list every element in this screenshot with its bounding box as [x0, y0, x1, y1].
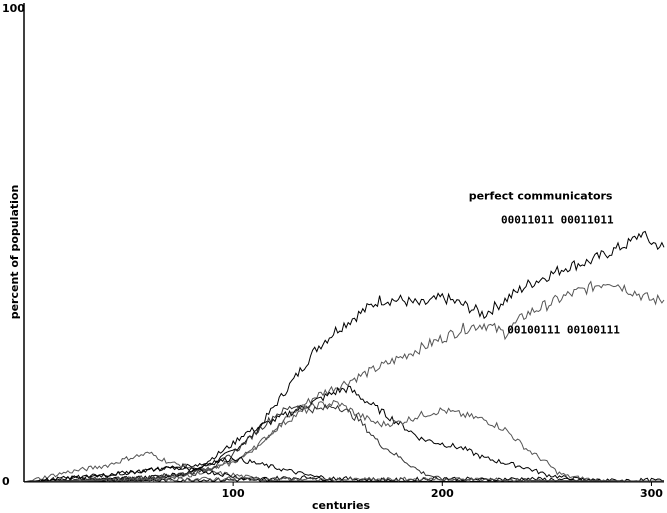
y-tick-label-0: 0	[2, 475, 10, 488]
annotation-title_note: perfect communicators	[469, 189, 613, 202]
x-tick-label-200: 200	[431, 487, 454, 500]
annotation-strategy_b: 00100111 00100111	[507, 324, 620, 337]
tick-layer: 100 200 300 0 100	[2, 2, 663, 500]
annotation-layer: perfect communicators 00011011 00011011 00…	[469, 189, 621, 336]
x-tick-label-100: 100	[222, 487, 245, 500]
series-line-4	[23, 403, 664, 483]
series-line-1	[24, 280, 665, 483]
series-line-3	[24, 399, 664, 483]
series-line-9	[24, 476, 664, 483]
x-tick-label-300: 300	[640, 487, 663, 500]
y-tick-label-100: 100	[2, 2, 25, 15]
series-line-2	[23, 385, 665, 483]
series-line-0	[23, 230, 665, 483]
x-axis-label: centuries	[312, 499, 371, 512]
y-axis-label: percent of population	[8, 185, 21, 320]
series-layer	[23, 230, 665, 483]
annotation-strategy_a: 00011011 00011011	[501, 213, 614, 226]
